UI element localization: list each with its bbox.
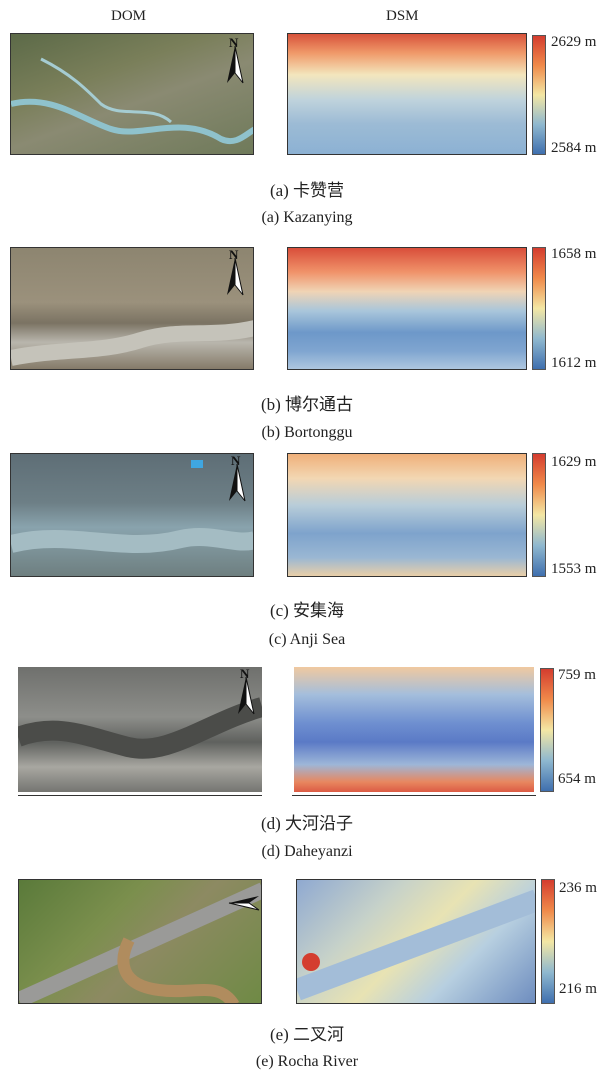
dom-image-a: N	[10, 33, 254, 155]
dsm-header: DSM	[386, 8, 419, 24]
north-arrow-icon: N	[225, 453, 249, 506]
dom-image-e	[18, 879, 262, 1004]
caption-en-e: (e) Rocha River	[255, 1053, 359, 1070]
dom-header: DOM	[111, 8, 147, 24]
dsm-image-c	[287, 453, 527, 577]
colorbar-min-a: 2584 m	[551, 140, 597, 156]
dsm-image-b	[287, 247, 527, 370]
caption-cn-e: (e) 二叉河	[269, 1025, 345, 1044]
dom-image-d: N	[18, 667, 262, 792]
north-arrow-icon: N	[223, 35, 247, 88]
dsm-image-a	[287, 33, 527, 155]
north-label: N	[229, 35, 239, 50]
river-channel	[18, 697, 262, 759]
colorbar-max-a: 2629 m	[551, 34, 597, 50]
caption-en-d: (d) Daheyanzi	[261, 843, 353, 860]
colorbar-d	[540, 668, 554, 792]
north-label: N	[231, 453, 241, 468]
colorbar-min-c: 1553 m	[551, 561, 597, 577]
caption-cn-c: (c) 安集海	[269, 601, 345, 620]
dsm-image-e	[296, 879, 536, 1004]
river-channel	[11, 57, 253, 145]
underline-dsm-d	[292, 795, 536, 796]
colorbar-min-e: 216 m	[559, 981, 597, 997]
colorbar-a	[532, 35, 546, 155]
colorbar-max-b: 1658 m	[551, 246, 597, 262]
colorbar-max-e: 236 m	[559, 880, 597, 896]
caption-en-b: (b) Bortonggu	[261, 424, 353, 441]
colorbar-max-d: 759 m	[558, 667, 596, 683]
underline-dom-d	[18, 795, 262, 796]
dsm-features	[297, 889, 535, 1001]
colorbar-min-d: 654 m	[558, 771, 596, 787]
caption-en-a: (a) Kazanying	[261, 209, 353, 226]
north-arrow-icon: N	[234, 667, 258, 719]
dom-image-b: N	[10, 247, 254, 370]
colorbar-e	[541, 879, 555, 1004]
dom-image-c: N	[10, 453, 254, 577]
colorbar-b	[532, 247, 546, 370]
caption-cn-b: (b) 博尔通古	[260, 395, 354, 414]
colorbar-c	[532, 453, 546, 577]
colorbar-min-b: 1612 m	[551, 355, 597, 371]
road-and-river	[19, 882, 261, 1003]
caption-cn-d: (d) 大河沿子	[260, 814, 354, 833]
river-channel	[11, 320, 253, 366]
north-arrow-icon: N	[223, 247, 247, 300]
north-label: N	[229, 247, 239, 262]
north-arrow-icon	[225, 888, 261, 918]
north-label: N	[240, 667, 250, 681]
river-channel	[11, 460, 253, 553]
dsm-image-d	[294, 667, 534, 792]
caption-en-c: (c) Anji Sea	[268, 631, 346, 648]
caption-cn-a: (a) 卡赞营	[269, 181, 345, 200]
colorbar-max-c: 1629 m	[551, 454, 597, 470]
